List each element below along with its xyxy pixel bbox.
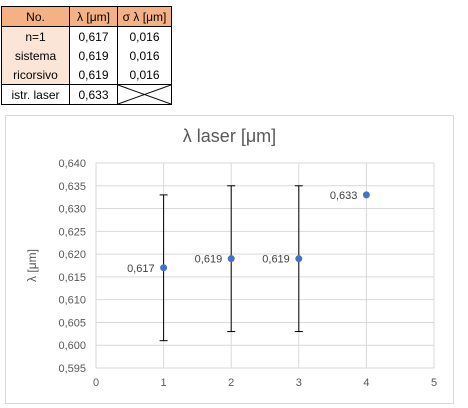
crossed-cell[interactable] bbox=[117, 84, 172, 105]
x-tick-label: 0 bbox=[93, 377, 99, 389]
data-point bbox=[362, 191, 370, 199]
table-header-row: No. λ [μm] σ λ [μm] bbox=[1, 6, 172, 27]
y-tick-label: 0,615 bbox=[58, 272, 86, 284]
row-label[interactable]: n=1 bbox=[1, 26, 70, 46]
table-row: n=1 0,617 0,016 bbox=[1, 26, 172, 46]
row-label[interactable]: sistema bbox=[1, 46, 70, 65]
row-sigma[interactable]: 0,016 bbox=[117, 65, 172, 85]
y-tick-label: 0,610 bbox=[58, 295, 86, 307]
data-table: No. λ [μm] σ λ [μm] n=1 0,617 0,016 sist… bbox=[1, 6, 172, 105]
data-label: 0,619 bbox=[262, 254, 290, 266]
table-row: ricorsivo 0,619 0,016 bbox=[1, 65, 172, 85]
x-tick-label: 3 bbox=[296, 377, 302, 389]
y-tick-label: 0,640 bbox=[58, 158, 86, 170]
y-tick-label: 0,625 bbox=[58, 226, 86, 238]
data-point bbox=[295, 255, 303, 263]
data-point bbox=[160, 264, 168, 272]
header-sigma[interactable]: σ λ [μm] bbox=[117, 6, 172, 27]
x-tick-label: 5 bbox=[431, 377, 437, 389]
scatter-plot: 0,595 0,600 0,605 0,610 0,615 0,620 0,625 0,630… bbox=[25, 158, 437, 389]
y-tick-label: 0,595 bbox=[58, 363, 86, 375]
y-tick-label: 0,630 bbox=[58, 204, 86, 216]
chart-area[interactable]: λ laser [μm] 0,595 0,600 0,605 0,610 0,615 0,… bbox=[5, 115, 454, 404]
row-value[interactable]: 0,619 bbox=[69, 46, 118, 65]
header-lambda[interactable]: λ [μm] bbox=[69, 6, 118, 27]
row-sigma[interactable]: 0,016 bbox=[117, 26, 172, 46]
x-tick-label: 1 bbox=[161, 377, 167, 389]
data-point bbox=[227, 255, 235, 263]
cross-out-icon bbox=[118, 85, 171, 104]
y-tick-label: 0,620 bbox=[58, 249, 86, 261]
header-no[interactable]: No. bbox=[1, 6, 70, 27]
table-row: sistema 0,619 0,016 bbox=[1, 46, 172, 65]
x-tick-label: 2 bbox=[228, 377, 234, 389]
y-tick-label: 0,635 bbox=[58, 181, 86, 193]
data-label: 0,617 bbox=[127, 263, 155, 275]
chart-title: λ laser [μm] bbox=[182, 126, 277, 146]
data-label: 0,619 bbox=[195, 254, 223, 266]
y-tick-label: 0,605 bbox=[58, 317, 86, 329]
table-row-laser: istr. laser 0,633 bbox=[1, 84, 172, 105]
row-value[interactable]: 0,619 bbox=[69, 65, 118, 85]
row-label[interactable]: ricorsivo bbox=[1, 65, 70, 85]
y-tick-label: 0,600 bbox=[58, 340, 86, 352]
row-label[interactable]: istr. laser bbox=[1, 84, 70, 105]
row-sigma[interactable]: 0,016 bbox=[117, 46, 172, 65]
y-axis-title: λ [μm] bbox=[25, 249, 39, 282]
data-label: 0,633 bbox=[330, 190, 358, 202]
x-tick-label: 4 bbox=[363, 377, 369, 389]
row-value[interactable]: 0,617 bbox=[69, 26, 118, 46]
row-value[interactable]: 0,633 bbox=[69, 84, 118, 105]
